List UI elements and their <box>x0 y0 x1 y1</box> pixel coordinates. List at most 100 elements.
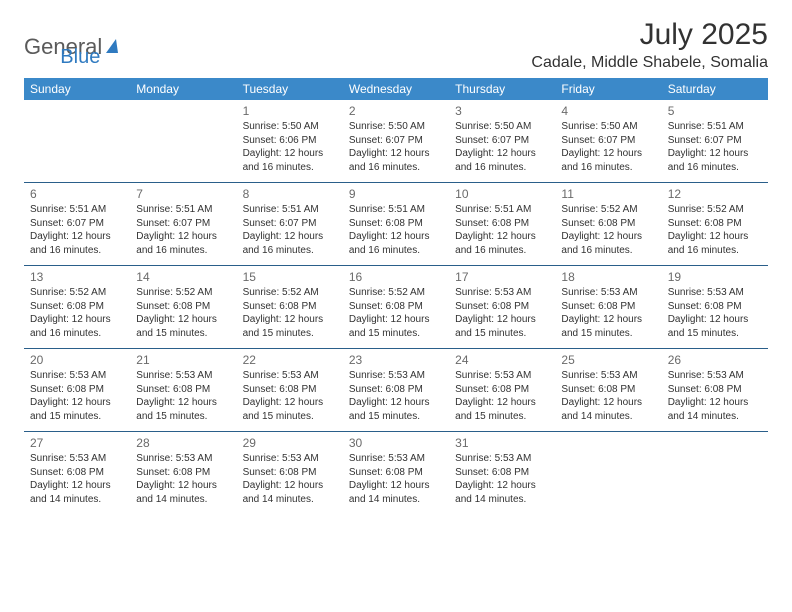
day-number: 27 <box>30 436 124 450</box>
calendar-week-row: 27 Sunrise: 5:53 AMSunset: 6:08 PMDayligh… <box>24 432 768 514</box>
day-number: 4 <box>561 104 655 118</box>
day-number: 6 <box>30 187 124 201</box>
day-number: 20 <box>30 353 124 367</box>
day-info: Sunrise: 5:50 AMSunset: 6:06 PMDaylight:… <box>243 120 337 174</box>
day-number: 7 <box>136 187 230 201</box>
calendar-day-cell: 17 Sunrise: 5:53 AMSunset: 6:08 PMDayligh… <box>449 266 555 348</box>
day-number: 5 <box>668 104 762 118</box>
day-number: 1 <box>243 104 337 118</box>
day-number: 14 <box>136 270 230 284</box>
day-number: 16 <box>349 270 443 284</box>
calendar-day-cell: 14 Sunrise: 5:52 AMSunset: 6:08 PMDayligh… <box>130 266 236 348</box>
day-info: Sunrise: 5:50 AMSunset: 6:07 PMDaylight:… <box>349 120 443 174</box>
day-number: 12 <box>668 187 762 201</box>
day-info: Sunrise: 5:53 AMSunset: 6:08 PMDaylight:… <box>243 369 337 423</box>
calendar-day-cell: 2Sunrise: 5:50 AMSunset: 6:07 PMDaylight… <box>343 100 449 182</box>
day-info: Sunrise: 5:51 AMSunset: 6:07 PMDaylight:… <box>668 120 762 174</box>
brand-word2: Blue <box>60 46 100 69</box>
day-info: Sunrise: 5:51 AMSunset: 6:08 PMDaylight:… <box>455 203 549 257</box>
calendar-week-row: 20 Sunrise: 5:53 AMSunset: 6:08 PMDayligh… <box>24 349 768 432</box>
weekday-header: Wednesday <box>343 78 449 100</box>
day-number: 30 <box>349 436 443 450</box>
calendar-day-cell: 24 Sunrise: 5:53 AMSunset: 6:08 PMDayligh… <box>449 349 555 431</box>
day-info: Sunrise: 5:53 AMSunset: 6:08 PMDaylight:… <box>349 452 443 506</box>
calendar: Sunday Monday Tuesday Wednesday Thursday… <box>24 78 768 514</box>
day-number: 23 <box>349 353 443 367</box>
day-number: 29 <box>243 436 337 450</box>
day-info: Sunrise: 5:53 AMSunset: 6:08 PMDaylight:… <box>30 452 124 506</box>
day-number: 17 <box>455 270 549 284</box>
calendar-day-cell: 27 Sunrise: 5:53 AMSunset: 6:08 PMDayligh… <box>24 432 130 514</box>
calendar-day-cell: 5 Sunrise: 5:51 AMSunset: 6:07 PMDaylight… <box>662 100 768 182</box>
day-number: 26 <box>668 353 762 367</box>
day-info: Sunrise: 5:53 AMSunset: 6:08 PMDaylight:… <box>455 369 549 423</box>
calendar-day-cell: 26Sunrise: 5:53 AMSunset: 6:08 PMDayligh… <box>662 349 768 431</box>
weekday-header: Saturday <box>662 78 768 100</box>
day-number: 3 <box>455 104 549 118</box>
day-info: Sunrise: 5:52 AMSunset: 6:08 PMDaylight:… <box>349 286 443 340</box>
calendar-day-cell: 16 Sunrise: 5:52 AMSunset: 6:08 PMDayligh… <box>343 266 449 348</box>
month-title: July 2025 <box>531 18 768 52</box>
calendar-empty-cell <box>555 432 661 514</box>
day-info: Sunrise: 5:53 AMSunset: 6:08 PMDaylight:… <box>455 286 549 340</box>
calendar-day-cell: 1 Sunrise: 5:50 AMSunset: 6:06 PMDaylight… <box>237 100 343 182</box>
day-number: 21 <box>136 353 230 367</box>
day-info: Sunrise: 5:52 AMSunset: 6:08 PMDaylight:… <box>561 203 655 257</box>
calendar-day-cell: 11 Sunrise: 5:52 AMSunset: 6:08 PMDayligh… <box>555 183 661 265</box>
day-info: Sunrise: 5:50 AMSunset: 6:07 PMDaylight:… <box>455 120 549 174</box>
day-info: Sunrise: 5:53 AMSunset: 6:08 PMDaylight:… <box>136 369 230 423</box>
calendar-day-cell: 20Sunrise: 5:53 AMSunset: 6:08 PMDayligh… <box>24 349 130 431</box>
day-number: 25 <box>561 353 655 367</box>
calendar-day-cell: 3 Sunrise: 5:50 AMSunset: 6:07 PMDaylight… <box>449 100 555 182</box>
day-number: 18 <box>561 270 655 284</box>
weekday-header: Sunday <box>24 78 130 100</box>
day-number: 11 <box>561 187 655 201</box>
calendar-day-cell: 23 Sunrise: 5:53 AMSunset: 6:08 PMDayligh… <box>343 349 449 431</box>
calendar-day-cell: 19Sunrise: 5:53 AMSunset: 6:08 PMDayligh… <box>662 266 768 348</box>
calendar-week-row: 6 Sunrise: 5:51 AMSunset: 6:07 PMDaylight… <box>24 183 768 266</box>
day-info: Sunrise: 5:53 AMSunset: 6:08 PMDaylight:… <box>668 286 762 340</box>
calendar-day-cell: 29 Sunrise: 5:53 AMSunset: 6:08 PMDayligh… <box>237 432 343 514</box>
title-block: July 2025 Cadale, Middle Shabele, Somali… <box>531 18 768 72</box>
day-number: 31 <box>455 436 549 450</box>
weekday-header: Friday <box>555 78 661 100</box>
day-info: Sunrise: 5:50 AMSunset: 6:07 PMDaylight:… <box>561 120 655 174</box>
calendar-day-cell: 12 Sunrise: 5:52 AMSunset: 6:08 PMDayligh… <box>662 183 768 265</box>
calendar-empty-cell <box>662 432 768 514</box>
day-info: Sunrise: 5:53 AMSunset: 6:08 PMDaylight:… <box>561 369 655 423</box>
calendar-day-cell: 6 Sunrise: 5:51 AMSunset: 6:07 PMDaylight… <box>24 183 130 265</box>
day-info: Sunrise: 5:53 AMSunset: 6:08 PMDaylight:… <box>136 452 230 506</box>
day-info: Sunrise: 5:53 AMSunset: 6:08 PMDaylight:… <box>349 369 443 423</box>
location-text: Cadale, Middle Shabele, Somalia <box>531 54 768 72</box>
day-info: Sunrise: 5:53 AMSunset: 6:08 PMDaylight:… <box>561 286 655 340</box>
calendar-day-cell: 7 Sunrise: 5:51 AMSunset: 6:07 PMDaylight… <box>130 183 236 265</box>
day-number: 8 <box>243 187 337 201</box>
calendar-header-row: Sunday Monday Tuesday Wednesday Thursday… <box>24 78 768 100</box>
day-info: Sunrise: 5:52 AMSunset: 6:08 PMDaylight:… <box>136 286 230 340</box>
day-info: Sunrise: 5:53 AMSunset: 6:08 PMDaylight:… <box>243 452 337 506</box>
weekday-header: Thursday <box>449 78 555 100</box>
day-number: 15 <box>243 270 337 284</box>
calendar-day-cell: 8Sunrise: 5:51 AMSunset: 6:07 PMDaylight… <box>237 183 343 265</box>
brand-logo: General Blue <box>24 24 100 69</box>
calendar-day-cell: 28Sunrise: 5:53 AMSunset: 6:08 PMDayligh… <box>130 432 236 514</box>
day-info: Sunrise: 5:51 AMSunset: 6:07 PMDaylight:… <box>136 203 230 257</box>
weekday-header: Tuesday <box>237 78 343 100</box>
brand-triangle-icon <box>106 39 118 53</box>
calendar-week-row: 13Sunrise: 5:52 AMSunset: 6:08 PMDayligh… <box>24 266 768 349</box>
calendar-day-cell: 31Sunrise: 5:53 AMSunset: 6:08 PMDayligh… <box>449 432 555 514</box>
day-info: Sunrise: 5:51 AMSunset: 6:07 PMDaylight:… <box>30 203 124 257</box>
calendar-day-cell: 30 Sunrise: 5:53 AMSunset: 6:08 PMDayligh… <box>343 432 449 514</box>
calendar-day-cell: 21 Sunrise: 5:53 AMSunset: 6:08 PMDayligh… <box>130 349 236 431</box>
day-number: 24 <box>455 353 549 367</box>
day-number: 10 <box>455 187 549 201</box>
calendar-empty-cell <box>130 100 236 182</box>
calendar-body: 1 Sunrise: 5:50 AMSunset: 6:06 PMDaylight… <box>24 100 768 514</box>
day-number: 22 <box>243 353 337 367</box>
calendar-day-cell: 10 Sunrise: 5:51 AMSunset: 6:08 PMDayligh… <box>449 183 555 265</box>
calendar-day-cell: 15Sunrise: 5:52 AMSunset: 6:08 PMDayligh… <box>237 266 343 348</box>
weekday-header: Monday <box>130 78 236 100</box>
header: General Blue July 2025 Cadale, Middle Sh… <box>24 18 768 72</box>
calendar-day-cell: 9Sunrise: 5:51 AMSunset: 6:08 PMDaylight… <box>343 183 449 265</box>
day-info: Sunrise: 5:52 AMSunset: 6:08 PMDaylight:… <box>668 203 762 257</box>
